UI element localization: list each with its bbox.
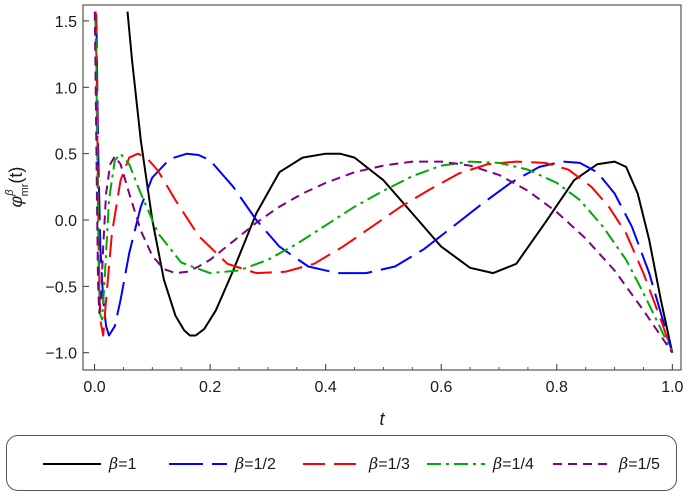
legend-item-0: β=1 (43, 436, 137, 492)
x-tick-label: 0.6 (430, 379, 452, 396)
y-axis-label-sup: β (4, 189, 16, 197)
legend-label-1: β=1/2 (235, 454, 276, 474)
y-axis-label-arg: (t) (6, 167, 26, 184)
legend-beta-0: β (109, 454, 119, 473)
legend-item-3: β=1/4 (427, 436, 534, 492)
legend-swatch-3 (427, 463, 485, 465)
y-tick-label: −0.5 (45, 279, 77, 296)
legend-label-3: β=1/4 (493, 454, 534, 474)
chart: 0.0 0.2 0.4 0.6 0.8 1.0 −1.0 −0.5 0.0 0.5 1.0 1.5 t… (4, 4, 684, 429)
legend-beta-1: β (235, 454, 245, 473)
legend-value-4: =1/5 (628, 456, 660, 473)
legend-value-1: =1/2 (244, 456, 276, 473)
y-tick-label: 1.0 (55, 80, 77, 97)
y-tick-label: 1.5 (55, 14, 77, 31)
x-tick-label: 1.0 (661, 379, 683, 396)
legend-item-2: β=1/3 (303, 436, 410, 492)
ticks-layer: 0.0 0.2 0.4 0.6 0.8 1.0 −1.0 −0.5 0.0 0.5 1.0 1.5 (45, 14, 683, 396)
legend-swatch-1 (169, 463, 227, 465)
series-line-1 (95, 14, 674, 353)
x-tick-label: 0.8 (546, 379, 568, 396)
x-tick-label: 0.4 (315, 379, 337, 396)
legend-value-3: =1/4 (502, 456, 534, 473)
series-line-3 (94, 11, 674, 354)
y-tick-label: 0.5 (55, 147, 77, 164)
legend-swatch-2 (303, 463, 361, 465)
y-axis-label-sub: mr (19, 183, 31, 196)
y-axis-label: φβ mr(t) (4, 167, 31, 208)
legend-beta-4: β (619, 454, 629, 473)
legend-beta-2: β (369, 454, 379, 473)
legend-label-2: β=1/3 (369, 454, 410, 474)
legend-beta-3: β (493, 454, 503, 473)
legend-item-1: β=1/2 (169, 436, 276, 492)
series-line-0 (126, 11, 674, 353)
x-tick-label: 0.2 (199, 379, 221, 396)
legend-value-0: =1 (118, 456, 137, 473)
y-tick-label: 0.0 (55, 213, 77, 230)
series-line-4 (93, 11, 674, 354)
series-line-2 (94, 11, 674, 354)
legend-swatch-0 (43, 463, 101, 465)
legend-label-0: β=1 (109, 454, 137, 474)
legend: β=1 β=1/2 β=1/3 β=1/4 β=1/5 (6, 435, 677, 491)
y-axis-label-main: φ (6, 195, 26, 207)
x-axis-label: t (379, 409, 385, 429)
legend-label-4: β=1/5 (619, 454, 660, 474)
x-tick-label: 0.0 (83, 379, 105, 396)
y-tick-label: −1.0 (45, 346, 77, 363)
series-layer (93, 11, 674, 354)
legend-item-4: β=1/5 (553, 436, 660, 492)
legend-value-2: =1/3 (378, 456, 410, 473)
legend-swatch-4 (553, 463, 611, 465)
